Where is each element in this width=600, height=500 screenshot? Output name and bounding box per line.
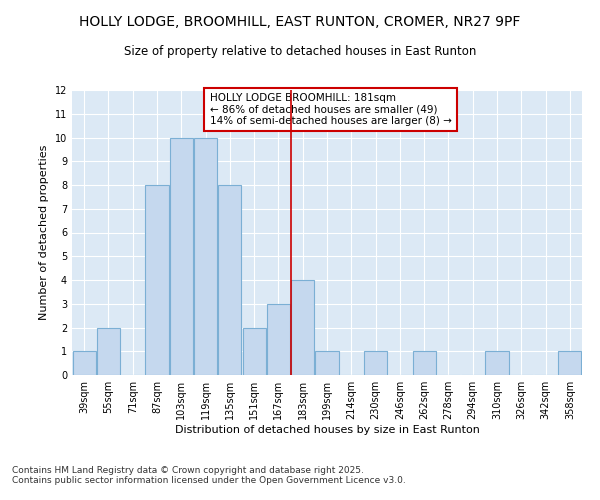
Bar — [267, 304, 290, 375]
Bar — [194, 138, 217, 375]
Bar — [145, 185, 169, 375]
Bar — [218, 185, 241, 375]
Bar — [364, 351, 387, 375]
Bar — [170, 138, 193, 375]
Bar — [413, 351, 436, 375]
Bar — [242, 328, 266, 375]
Y-axis label: Number of detached properties: Number of detached properties — [39, 145, 49, 320]
Text: HOLLY LODGE BROOMHILL: 181sqm
← 86% of detached houses are smaller (49)
14% of s: HOLLY LODGE BROOMHILL: 181sqm ← 86% of d… — [210, 93, 452, 126]
Bar — [559, 351, 581, 375]
Bar — [73, 351, 95, 375]
Bar — [97, 328, 120, 375]
Bar — [316, 351, 338, 375]
Bar — [485, 351, 509, 375]
Text: Size of property relative to detached houses in East Runton: Size of property relative to detached ho… — [124, 45, 476, 58]
Bar — [291, 280, 314, 375]
Text: Contains HM Land Registry data © Crown copyright and database right 2025.
Contai: Contains HM Land Registry data © Crown c… — [12, 466, 406, 485]
X-axis label: Distribution of detached houses by size in East Runton: Distribution of detached houses by size … — [175, 425, 479, 435]
Text: HOLLY LODGE, BROOMHILL, EAST RUNTON, CROMER, NR27 9PF: HOLLY LODGE, BROOMHILL, EAST RUNTON, CRO… — [79, 15, 521, 29]
